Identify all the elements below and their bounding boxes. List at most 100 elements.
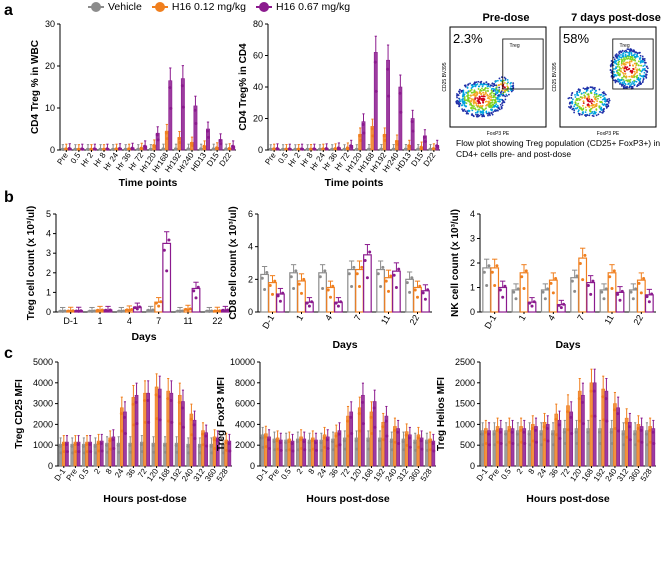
data-point [616,292,620,296]
data-point [549,281,553,285]
data-point [125,308,129,312]
data-point [587,442,591,446]
flow-event [605,107,608,109]
data-point [260,276,264,280]
flow-event [507,87,510,89]
data-point [592,389,596,393]
flow-event [636,78,639,81]
data-point [505,443,509,447]
flow-event [590,92,593,95]
flow-event [633,62,636,65]
data-point [294,148,298,152]
data-point [314,441,318,445]
data-point [481,443,485,447]
flow-event [485,111,488,114]
flow-event [481,85,484,88]
flow-event [507,81,509,84]
flow-event [458,100,461,102]
data-point [124,147,128,151]
flow-event [638,68,640,71]
data-point [106,147,110,151]
bar [264,433,268,467]
data-point [645,443,649,447]
data-point [543,297,547,301]
data-point [94,451,98,455]
data-point [335,444,339,448]
data-point [74,147,78,151]
data-point [346,419,350,423]
flow-event [635,64,638,67]
flow-event [583,91,585,94]
data-point [580,400,584,404]
flow-event [617,63,620,66]
bar [495,426,500,467]
flow-event [464,99,467,102]
data-point [73,442,77,446]
flow-event [640,60,643,62]
flow-event [493,88,495,91]
bar [487,430,491,467]
flow-event [621,54,624,57]
flow-event [490,88,493,90]
bar [504,430,508,467]
flow-event [502,79,505,82]
bar [396,428,400,467]
flow-event [615,60,618,62]
data-point [372,406,376,410]
flow-event [636,76,639,79]
flow-event [622,73,625,75]
data-point [397,267,401,271]
bar [633,430,638,467]
bar [616,407,620,467]
data-point [291,449,295,453]
flow-event [622,78,625,81]
flow-event [500,98,503,101]
data-point [634,443,638,447]
data-point [157,304,161,308]
flow-event [465,91,468,94]
flow-event [637,64,640,67]
bar [392,270,401,313]
flow-event [621,81,624,84]
flow-event [630,60,633,62]
data-point [61,309,65,313]
bar [267,436,271,467]
flow-event [611,70,613,73]
data-point [174,443,178,447]
flow-event [502,92,504,95]
flow-event [639,77,642,80]
flow-event [482,93,485,96]
legend-label: H16 0.67 mg/kg [276,1,351,13]
flow-event [494,93,497,96]
data-point [350,432,354,436]
x-tick-label: 4 [323,313,334,322]
flow-event [591,106,594,109]
flow-event [487,94,489,97]
flow-x-axis-label: FoxP3 PE [487,131,510,137]
data-point [331,284,335,288]
data-point [531,439,535,443]
flow-event [475,81,478,84]
data-point [96,442,100,446]
data-point [225,448,229,452]
data-point [604,397,608,401]
data-point [346,147,350,151]
data-point [321,286,325,290]
data-point [627,425,631,429]
data-point [522,286,526,290]
bar [381,422,386,467]
data-point [557,423,561,427]
flow-event [466,99,469,102]
flow-event [505,93,508,96]
flow-event [490,101,493,104]
flow-event [593,100,596,103]
data-point [516,287,520,291]
x-tick-label: 1 [294,313,305,322]
flow-event [576,90,579,93]
bar [482,267,492,313]
y-tick-label: 20 [253,114,263,124]
flow-event [484,91,487,94]
flow-event [485,83,488,86]
flow-event [633,79,636,82]
